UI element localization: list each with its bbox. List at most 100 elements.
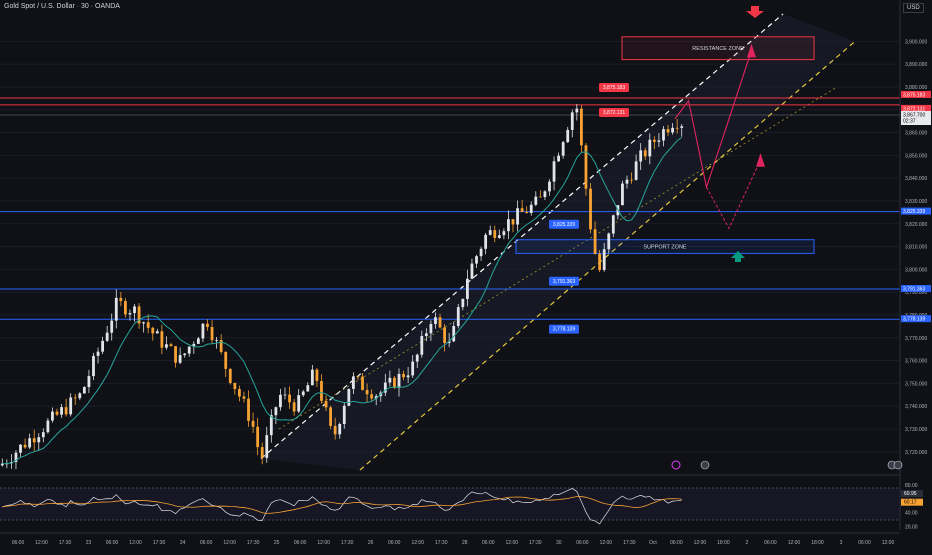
candlestick[interactable] bbox=[274, 406, 278, 425]
candlestick[interactable] bbox=[511, 219, 515, 233]
candlestick[interactable] bbox=[306, 382, 310, 392]
candlestick[interactable] bbox=[429, 320, 433, 341]
candlestick[interactable] bbox=[507, 210, 510, 240]
candlestick[interactable] bbox=[520, 199, 524, 213]
candlestick[interactable] bbox=[529, 201, 533, 216]
candlestick[interactable] bbox=[315, 367, 319, 388]
candlestick[interactable] bbox=[242, 391, 246, 403]
candlestick[interactable] bbox=[415, 353, 419, 369]
candlestick[interactable] bbox=[680, 124, 684, 137]
candlestick[interactable] bbox=[607, 232, 611, 254]
candlestick[interactable] bbox=[484, 232, 488, 255]
support-zone[interactable] bbox=[515, 239, 815, 254]
candlestick[interactable] bbox=[269, 409, 273, 443]
candlestick[interactable] bbox=[356, 375, 360, 381]
candlestick[interactable] bbox=[611, 214, 615, 238]
rsi-pane[interactable] bbox=[0, 478, 900, 530]
candlestick[interactable] bbox=[174, 345, 177, 368]
candlestick[interactable] bbox=[210, 320, 214, 345]
candlestick[interactable] bbox=[41, 428, 45, 443]
candlestick[interactable] bbox=[137, 303, 141, 329]
candlestick[interactable] bbox=[643, 147, 647, 160]
level-badge[interactable] bbox=[599, 108, 629, 118]
candlestick[interactable] bbox=[124, 298, 127, 318]
candlestick[interactable] bbox=[178, 347, 182, 365]
candlestick[interactable] bbox=[329, 405, 332, 430]
candlestick[interactable] bbox=[397, 368, 401, 397]
candlestick[interactable] bbox=[233, 382, 237, 395]
candlestick[interactable] bbox=[452, 321, 456, 343]
candlestick[interactable] bbox=[32, 429, 36, 452]
axis-price-tag[interactable] bbox=[901, 315, 931, 323]
candlestick[interactable] bbox=[219, 334, 223, 355]
candlestick[interactable] bbox=[23, 438, 27, 449]
candlestick[interactable] bbox=[260, 442, 264, 465]
candlestick[interactable] bbox=[406, 367, 410, 383]
candlestick[interactable] bbox=[101, 336, 104, 355]
candlestick[interactable] bbox=[447, 332, 451, 348]
candlestick[interactable] bbox=[297, 389, 301, 413]
candlestick[interactable] bbox=[662, 125, 665, 147]
candlestick[interactable] bbox=[516, 200, 519, 232]
candlestick[interactable] bbox=[69, 393, 73, 417]
candlestick[interactable] bbox=[169, 342, 173, 347]
candlestick[interactable] bbox=[28, 433, 32, 450]
candlestick[interactable] bbox=[497, 229, 501, 239]
candlestick[interactable] bbox=[365, 383, 369, 403]
candlestick[interactable] bbox=[525, 206, 529, 214]
candlestick[interactable] bbox=[292, 398, 296, 416]
candlestick[interactable] bbox=[133, 303, 136, 322]
candlestick[interactable] bbox=[342, 402, 346, 429]
candlestick[interactable] bbox=[420, 330, 424, 358]
candlestick[interactable] bbox=[580, 105, 583, 153]
candlestick[interactable] bbox=[155, 328, 159, 334]
candlestick[interactable] bbox=[87, 369, 91, 393]
candlestick[interactable] bbox=[46, 417, 50, 434]
candlestick[interactable] bbox=[105, 325, 109, 343]
candlestick[interactable] bbox=[570, 109, 574, 138]
axis-price-tag[interactable] bbox=[901, 207, 931, 215]
candlestick[interactable] bbox=[279, 388, 282, 411]
candlestick[interactable] bbox=[187, 346, 191, 357]
candlestick[interactable] bbox=[310, 364, 314, 386]
candlestick[interactable] bbox=[224, 351, 228, 377]
candlestick[interactable] bbox=[96, 347, 100, 364]
candlestick[interactable] bbox=[598, 249, 602, 272]
candlestick[interactable] bbox=[324, 395, 328, 412]
candlestick[interactable] bbox=[119, 292, 123, 307]
level-badge[interactable] bbox=[549, 276, 579, 286]
level-badge[interactable] bbox=[549, 324, 579, 334]
current-price-tag[interactable] bbox=[901, 111, 931, 126]
candlestick[interactable] bbox=[128, 309, 132, 321]
rsi-line[interactable] bbox=[2, 488, 682, 525]
candlestick[interactable] bbox=[411, 355, 415, 378]
candlestick[interactable] bbox=[666, 125, 670, 136]
candlestick[interactable] bbox=[160, 324, 164, 355]
candlestick[interactable] bbox=[333, 417, 337, 440]
axis-price-tag[interactable] bbox=[901, 104, 931, 112]
level-badge[interactable] bbox=[599, 82, 629, 92]
candlestick[interactable] bbox=[301, 389, 305, 397]
candlestick[interactable] bbox=[283, 387, 287, 400]
candlestick[interactable] bbox=[383, 373, 387, 397]
candlestick[interactable] bbox=[566, 126, 570, 144]
candlestick[interactable] bbox=[652, 136, 656, 150]
candlestick[interactable] bbox=[538, 190, 542, 198]
candlestick[interactable] bbox=[238, 385, 241, 402]
candlestick[interactable] bbox=[557, 152, 560, 163]
projection-path-alt[interactable] bbox=[706, 159, 761, 230]
candlestick[interactable] bbox=[228, 368, 232, 385]
candlestick[interactable] bbox=[552, 156, 556, 191]
channel-upper-line[interactable] bbox=[260, 13, 784, 460]
candlestick[interactable] bbox=[548, 179, 551, 196]
moving-average-line[interactable] bbox=[2, 136, 683, 465]
candlestick[interactable] bbox=[402, 370, 405, 381]
candlestick[interactable] bbox=[201, 322, 205, 343]
candlestick[interactable] bbox=[60, 403, 63, 418]
candlestick[interactable] bbox=[206, 319, 209, 331]
axis-price-tag[interactable] bbox=[901, 90, 931, 98]
symbol-title[interactable]: Gold Spot / U.S. Dollar · 30 · OANDA bbox=[4, 3, 120, 10]
candlestick[interactable] bbox=[543, 190, 547, 201]
candlestick[interactable] bbox=[146, 314, 150, 334]
